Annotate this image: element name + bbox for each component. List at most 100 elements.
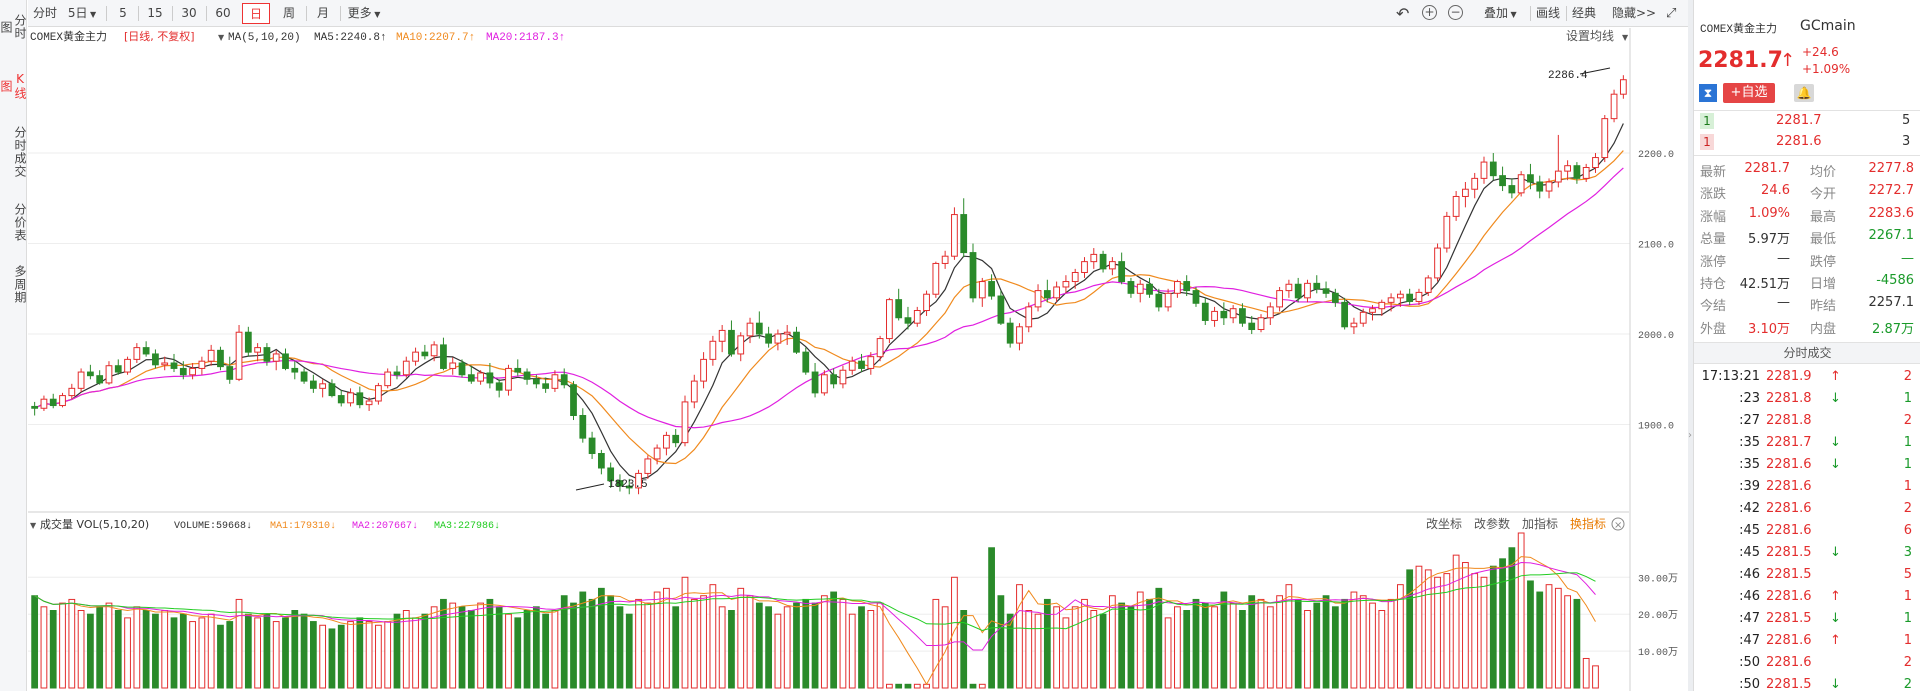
volume-bar [1564, 595, 1571, 689]
volume-bar [960, 610, 968, 689]
period-week[interactable]: 周 [282, 6, 295, 20]
volume-bar [198, 617, 206, 689]
bell-icon[interactable]: 🔔 [1794, 84, 1814, 102]
vol-add-indicator[interactable]: 加指标 [1522, 516, 1558, 531]
tick-row: :35 2281.7 ↓ 1 [1694, 432, 1920, 454]
tick-time: :47 [1739, 611, 1760, 626]
stat-label: 外盘 [1700, 321, 1727, 337]
ma-toggle-icon[interactable]: ▼ [218, 33, 225, 42]
volume-bar [412, 617, 419, 689]
candle-body [1071, 271, 1079, 283]
volume-bar [347, 621, 354, 689]
candle-body [1211, 310, 1218, 321]
tick-volume: 5 [1903, 567, 1912, 582]
vol-change-params[interactable]: 改参数 [1474, 516, 1510, 531]
candle-body [811, 371, 819, 394]
candle-body [904, 317, 912, 324]
volume-bar [1294, 598, 1302, 689]
period-more[interactable]: 更多 ▼ [344, 3, 384, 24]
nav-intraday[interactable]: 分时图 [0, 14, 27, 40]
period-30min[interactable]: 30 [181, 6, 197, 20]
candle-body [393, 371, 401, 376]
candle-body [1471, 177, 1479, 190]
panel-splitter[interactable]: › [1688, 0, 1693, 691]
volume-bar [226, 621, 234, 689]
candle-body [430, 344, 438, 357]
zoom-in-icon[interactable]: + [1422, 5, 1437, 20]
tick-volume: 2 [1903, 655, 1912, 670]
candle-body [978, 281, 986, 299]
zoom-out-icon[interactable]: − [1448, 5, 1463, 20]
period-5day[interactable]: 5日 ▼ [64, 3, 100, 24]
volume-bar [1545, 584, 1553, 689]
nav-price-table[interactable]: 分价表 [13, 202, 27, 242]
vol-tick-label: 20.00万 [1638, 610, 1678, 622]
volume-bar [765, 606, 772, 689]
hourglass-icon[interactable]: ⧗ [1699, 84, 1717, 102]
add-watchlist-button[interactable]: +自选 [1723, 83, 1775, 103]
tick-row: :27 2281.8 2 [1694, 410, 1920, 432]
close-x-glyph: × [1614, 520, 1622, 531]
nav-multi-period[interactable]: 多周期 [13, 264, 27, 304]
volume-bar [1341, 598, 1349, 689]
volume-bar [59, 602, 66, 689]
vol-change-axis[interactable]: 改坐标 [1426, 517, 1462, 531]
period-month[interactable]: 月 [316, 6, 329, 20]
period-intraday[interactable]: 分时 [32, 6, 57, 20]
overlay-menu[interactable]: 叠加 ▼ [1484, 3, 1517, 24]
stat-label: 今结 [1700, 299, 1727, 315]
candle-body [1053, 286, 1061, 299]
candle-body [467, 374, 475, 382]
candle-body [114, 365, 122, 373]
candle-body [644, 458, 652, 474]
candle-body [235, 331, 243, 380]
volume-bar [941, 606, 949, 689]
fullscreen-icon[interactable]: ⤢ [1666, 6, 1677, 21]
tick-price: 2281.6 [1766, 589, 1812, 604]
period-day[interactable]: 日 [242, 3, 270, 24]
vol-toggle-icon[interactable]: ▼ [30, 521, 37, 530]
candle-body [412, 351, 419, 362]
tick-price: 2281.6 [1766, 633, 1812, 648]
volume-bar [1452, 554, 1460, 689]
vol-switch-indicator[interactable]: 换指标 [1570, 516, 1606, 531]
candle-body [579, 414, 587, 439]
classic-button[interactable]: 经典 [1572, 6, 1597, 20]
period-60min[interactable]: 60 [215, 6, 231, 20]
ma5-value: MA5:2240.8↑ [314, 32, 387, 44]
volume-bar [1378, 610, 1386, 689]
candle-body [217, 349, 224, 368]
candle-body [309, 380, 317, 389]
kline-chart[interactable]: 2200.0 2100.0 2000.0 1900.0 30.00万 20.00万 10.0… [28, 28, 1688, 691]
undo-icon[interactable]: ↶ [1396, 4, 1410, 23]
nav-kline[interactable]: K线图 [0, 72, 27, 100]
candle-body [1341, 301, 1349, 328]
vol-ma3: MA3:227986↓ [434, 521, 500, 532]
period-5min[interactable]: 5 [119, 6, 127, 20]
set-ma-caret-icon: ▼ [1622, 33, 1629, 42]
set-ma-button[interactable]: 设置均线 [1566, 29, 1614, 43]
volume-bar [1499, 558, 1506, 689]
tick-volume: 6 [1903, 523, 1912, 538]
vol-name: 成交量 VOL(5,10,20) [40, 517, 149, 531]
volume-bar [365, 621, 373, 689]
draw-button[interactable]: 画线 [1536, 6, 1561, 20]
candle-body [328, 383, 336, 397]
close-indicator-icon[interactable] [1611, 517, 1625, 531]
tick-price: 2281.5 [1766, 677, 1812, 692]
candle-body [347, 392, 354, 404]
candle-body [718, 329, 726, 342]
volume-bar [291, 610, 299, 689]
candle-body [923, 293, 930, 312]
candle-body [635, 472, 642, 489]
down-arrow-icon: ↓ [1830, 545, 1841, 560]
stat-label: 昨结 [1810, 299, 1837, 315]
candle-body [40, 398, 48, 409]
volume-bar [672, 606, 680, 689]
tick-time: :23 [1739, 391, 1760, 406]
nav-trades[interactable]: 分时成交 [13, 126, 27, 178]
stat-value: 42.51万 [1739, 277, 1790, 292]
hide-panel-button[interactable]: 隐藏>> [1612, 6, 1657, 20]
stat-value: 2283.6 [1868, 205, 1915, 221]
period-15min[interactable]: 15 [147, 6, 163, 20]
